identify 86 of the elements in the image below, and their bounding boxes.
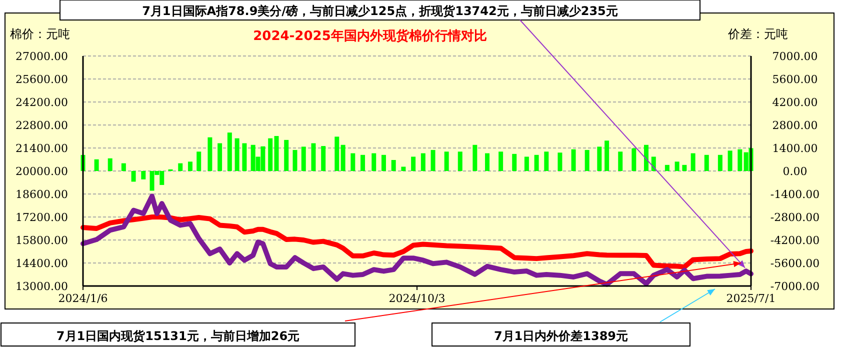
bar	[704, 154, 709, 171]
bar	[350, 153, 356, 171]
bar	[498, 152, 504, 171]
bar	[196, 152, 202, 171]
bar	[632, 148, 636, 171]
bar	[738, 149, 742, 171]
bar	[411, 156, 416, 171]
bar	[234, 138, 240, 171]
bar	[268, 138, 273, 171]
bar	[121, 163, 126, 171]
bar	[334, 136, 340, 171]
text: 7月1日国内现货15131元，与前日增加26元	[56, 329, 300, 343]
bar	[472, 144, 478, 171]
bar	[301, 146, 306, 171]
bar	[94, 159, 99, 171]
bar	[604, 140, 610, 171]
y-tick-label: 24200.00	[16, 96, 68, 109]
bar	[284, 140, 289, 171]
y-tick-label: 22800.00	[16, 118, 68, 132]
y2-tick-label: 2800.00	[772, 118, 818, 132]
y2-tick-label: 5600.00	[772, 72, 818, 86]
bar	[682, 164, 687, 171]
bar	[311, 143, 316, 171]
bar	[242, 143, 247, 171]
bar	[292, 150, 298, 171]
bar	[664, 164, 670, 171]
bar	[718, 154, 722, 171]
bar	[227, 132, 232, 171]
x-tick-label: 2024/10/3	[388, 292, 446, 305]
chart-title: 2024-2025年国内外现货棉价行情对比	[253, 28, 487, 44]
y-tick-label: 17200.00	[16, 210, 68, 224]
bar	[420, 153, 426, 171]
y2-tick-label: 7000.00	[772, 50, 818, 63]
bar	[131, 171, 136, 182]
bar	[485, 153, 490, 171]
bar	[558, 152, 562, 171]
y-tick-label: 25600.00	[16, 72, 68, 86]
y2-axis-title: 价差：元吨	[727, 27, 788, 41]
y-tick-label: 15800.00	[16, 234, 68, 247]
x-tick-label: 2024/1/6	[58, 292, 108, 305]
y2-tick-label: -5600.00	[770, 256, 820, 270]
bar	[141, 171, 146, 180]
y2-tick-label: 4200.00	[772, 96, 818, 109]
bar	[674, 162, 680, 171]
y2-tick-label: -7000.00	[770, 280, 820, 293]
bar	[381, 154, 386, 171]
y2-tick-label: 1400.00	[772, 142, 818, 155]
y2-tick-label: 0.00	[782, 164, 808, 178]
bar	[188, 162, 192, 171]
y-tick-label: 20000.00	[16, 164, 68, 178]
y-axis-title: 棉价：元吨	[10, 27, 70, 41]
y-tick-label: 21400.00	[16, 142, 68, 155]
bar	[618, 152, 623, 171]
y2-tick-label: -2800.00	[770, 210, 820, 224]
text: 7月1日内外价差1389元	[494, 329, 628, 343]
bar	[208, 137, 212, 171]
y2-tick-label: -4200.00	[770, 234, 820, 247]
bar	[728, 150, 732, 171]
bar	[430, 150, 436, 171]
bar	[524, 156, 529, 171]
bar	[401, 166, 406, 171]
bar	[458, 152, 462, 171]
y-tick-label: 14400.00	[16, 256, 68, 270]
y-tick-label: 27000.00	[16, 50, 68, 63]
bar	[340, 144, 346, 171]
bar	[597, 146, 602, 171]
bar	[178, 163, 183, 171]
bar	[108, 158, 112, 171]
text: 7月1日国际A指78.9美分/磅，与前日减少125点，折现货13742元，与前日减少235元	[142, 4, 618, 18]
y-tick-label: 13000.00	[16, 280, 68, 293]
bar	[360, 154, 366, 171]
bar	[321, 146, 326, 171]
bar	[372, 153, 376, 171]
bar	[391, 160, 396, 171]
bar	[534, 154, 539, 171]
bar	[571, 149, 576, 171]
bar	[512, 154, 517, 171]
x-tick-label: 2025/7/1	[726, 292, 776, 305]
bar	[544, 152, 549, 171]
y-tick-label: 18600.00	[16, 188, 68, 201]
bar	[584, 150, 590, 171]
bar	[690, 153, 696, 171]
y2-tick-label: -1400.00	[770, 188, 820, 201]
bar	[444, 152, 449, 171]
bar	[218, 143, 222, 171]
bar	[644, 144, 648, 171]
